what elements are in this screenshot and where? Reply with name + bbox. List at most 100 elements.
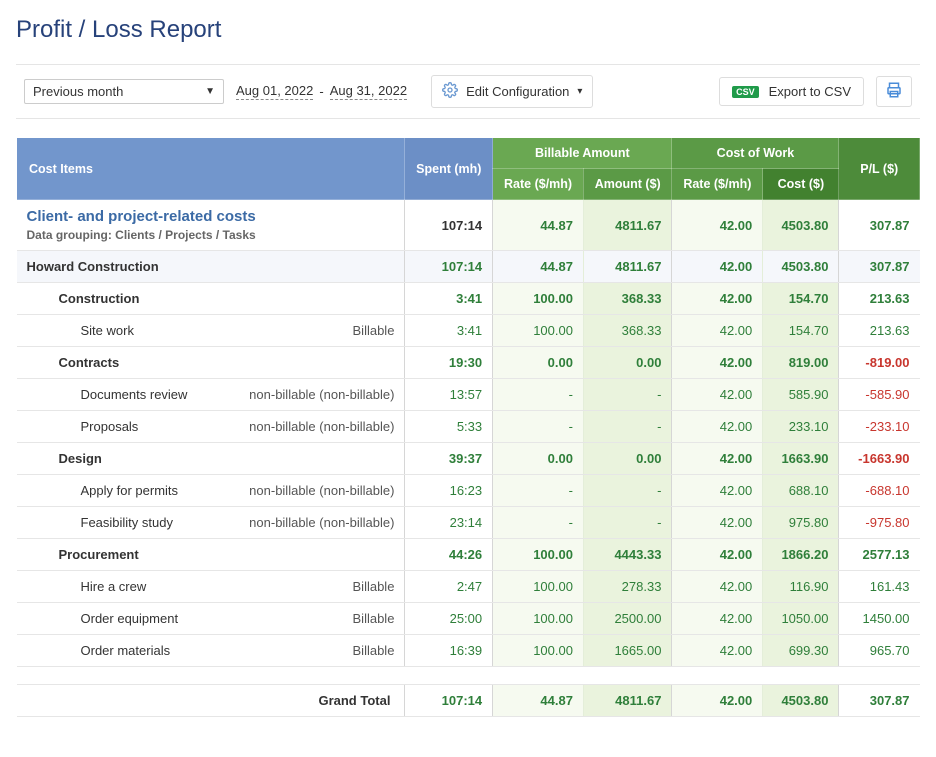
cell-pl: -1663.90: [839, 443, 920, 475]
group-amt1: 4811.67: [583, 251, 671, 283]
print-button[interactable]: [876, 76, 912, 107]
billable-tag: non-billable (non-billable): [219, 379, 405, 411]
row-label[interactable]: Design: [17, 443, 405, 475]
row-label[interactable]: Hire a crew: [17, 571, 220, 603]
cell-spent: 13:57: [405, 379, 493, 411]
grand-spent: 107:14: [405, 685, 493, 717]
col-cost-of-work: Cost of Work: [672, 138, 839, 169]
cell-rate1: -: [493, 379, 584, 411]
cell-spent: 2:47: [405, 571, 493, 603]
grand-total-row: Grand Total107:1444.874811.6742.004503.8…: [17, 685, 920, 717]
grand-cost2: 4503.80: [763, 685, 839, 717]
report-table: Cost Items Spent (mh) Billable Amount Co…: [16, 137, 920, 717]
row-label[interactable]: Order materials: [17, 635, 220, 667]
cell-rate1: 0.00: [493, 443, 584, 475]
export-csv-button[interactable]: CSV Export to CSV: [719, 77, 864, 106]
task-row: Feasibility studynon-billable (non-billa…: [17, 507, 920, 539]
date-to[interactable]: Aug 31, 2022: [330, 83, 407, 100]
row-label[interactable]: Site work: [17, 315, 220, 347]
cell-rate1: 0.00: [493, 347, 584, 379]
group-cost2: 4503.80: [763, 251, 839, 283]
cell-cost2: 116.90: [763, 571, 839, 603]
cell-rate1: -: [493, 507, 584, 539]
date-from[interactable]: Aug 01, 2022: [236, 83, 313, 100]
project-row: Design39:370.000.0042.001663.90-1663.90: [17, 443, 920, 475]
grand-rate1: 44.87: [493, 685, 584, 717]
cell-rate2: 42.00: [672, 571, 763, 603]
caret-down-icon: ▼: [205, 86, 215, 97]
cell-cost2: 975.80: [763, 507, 839, 539]
cell-rate1: 100.00: [493, 315, 584, 347]
date-range-preset-select[interactable]: Previous month ▼: [24, 79, 224, 104]
grand-rate2: 42.00: [672, 685, 763, 717]
cell-cost2: 154.70: [763, 315, 839, 347]
edit-configuration-button[interactable]: Edit Configuration ▾: [431, 75, 593, 108]
cell-rate2: 42.00: [672, 475, 763, 507]
caret-down-icon: ▾: [577, 86, 582, 97]
cell-amt1: 4443.33: [583, 539, 671, 571]
cell-amt1: 2500.00: [583, 603, 671, 635]
task-row: Hire a crewBillable2:47100.00278.3342.00…: [17, 571, 920, 603]
cell-pl: 2577.13: [839, 539, 920, 571]
cell-cost2: 688.10: [763, 475, 839, 507]
task-row: Proposalsnon-billable (non-billable)5:33…: [17, 411, 920, 443]
row-label[interactable]: Proposals: [17, 411, 220, 443]
cell-rate1: -: [493, 411, 584, 443]
cell-pl: 213.63: [839, 315, 920, 347]
summary-subtitle: Data grouping: Clients / Projects / Task…: [27, 228, 395, 242]
row-label[interactable]: Order equipment: [17, 603, 220, 635]
cell-pl: -585.90: [839, 379, 920, 411]
group-rate1: 44.87: [493, 251, 584, 283]
row-label[interactable]: Apply for permits: [17, 475, 220, 507]
row-label[interactable]: Documents review: [17, 379, 220, 411]
cell-pl: 965.70: [839, 635, 920, 667]
cell-spent: 16:39: [405, 635, 493, 667]
row-label[interactable]: Procurement: [17, 539, 405, 571]
cell-cost2: 585.90: [763, 379, 839, 411]
cell-cost2: 1050.00: [763, 603, 839, 635]
cell-cost2: 233.10: [763, 411, 839, 443]
row-label[interactable]: Feasibility study: [17, 507, 220, 539]
cell-rate1: 100.00: [493, 539, 584, 571]
toolbar: Previous month ▼ Aug 01, 2022 - Aug 31, …: [16, 64, 920, 119]
col-cost: Cost ($): [763, 169, 839, 200]
page-title: Profit / Loss Report: [16, 16, 920, 44]
row-label[interactable]: Contracts: [17, 347, 405, 379]
summary-title[interactable]: Client- and project-related costs: [27, 208, 395, 225]
cell-amt1: 368.33: [583, 315, 671, 347]
cell-cost2: 819.00: [763, 347, 839, 379]
cell-cost2: 1866.20: [763, 539, 839, 571]
billable-tag: Billable: [219, 603, 405, 635]
cell-pl: -233.10: [839, 411, 920, 443]
cell-spent: 16:23: [405, 475, 493, 507]
summary-cost2: 4503.80: [763, 200, 839, 251]
cell-rate2: 42.00: [672, 603, 763, 635]
group-rate2: 42.00: [672, 251, 763, 283]
task-row: Documents reviewnon-billable (non-billab…: [17, 379, 920, 411]
cell-amt1: -: [583, 379, 671, 411]
cell-rate2: 42.00: [672, 539, 763, 571]
summary-rate1: 44.87: [493, 200, 584, 251]
task-row: Site workBillable3:41100.00368.3342.0015…: [17, 315, 920, 347]
cell-spent: 23:14: [405, 507, 493, 539]
billable-tag: Billable: [219, 635, 405, 667]
edit-configuration-label: Edit Configuration: [466, 84, 569, 99]
col-cost-items: Cost Items: [17, 138, 405, 200]
cell-spent: 3:41: [405, 283, 493, 315]
billable-tag: Billable: [219, 315, 405, 347]
cell-amt1: -: [583, 475, 671, 507]
row-label[interactable]: Construction: [17, 283, 405, 315]
task-row: Order materialsBillable16:39100.001665.0…: [17, 635, 920, 667]
export-csv-label: Export to CSV: [769, 84, 851, 99]
cell-pl: -688.10: [839, 475, 920, 507]
cell-spent: 3:41: [405, 315, 493, 347]
cell-amt1: 1665.00: [583, 635, 671, 667]
task-row: Apply for permitsnon-billable (non-billa…: [17, 475, 920, 507]
cell-pl: 1450.00: [839, 603, 920, 635]
cell-rate1: 100.00: [493, 283, 584, 315]
billable-tag: non-billable (non-billable): [219, 411, 405, 443]
cell-amt1: 278.33: [583, 571, 671, 603]
cell-rate2: 42.00: [672, 379, 763, 411]
group-name[interactable]: Howard Construction: [17, 251, 405, 283]
col-rate-cost: Rate ($/mh): [672, 169, 763, 200]
